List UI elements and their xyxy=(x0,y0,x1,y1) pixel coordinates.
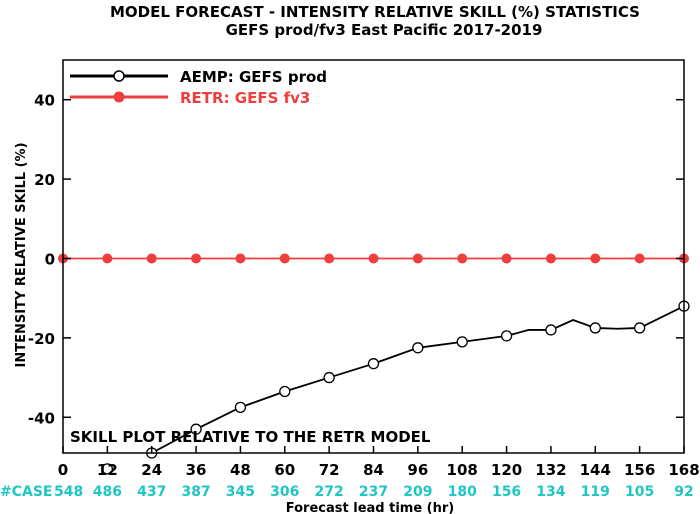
data-point-retr xyxy=(191,253,202,264)
case-count-value: 237 xyxy=(359,484,388,500)
case-count-value: 92 xyxy=(674,484,693,500)
y-tick-label: -40 xyxy=(28,409,55,427)
data-point-aemp xyxy=(279,385,291,398)
data-point-retr xyxy=(235,253,246,264)
x-tick-label: 144 xyxy=(580,461,611,479)
data-point-aemp xyxy=(456,336,468,348)
x-tick-label: 72 xyxy=(319,461,340,479)
data-point-retr xyxy=(501,253,512,264)
data-point-aemp xyxy=(190,423,202,435)
x-tick-label: 96 xyxy=(407,461,428,479)
skill-annotation: SKILL PLOT RELATIVE TO THE RETR MODEL xyxy=(70,428,431,446)
case-count-value: 156 xyxy=(492,484,521,500)
chart-title: MODEL FORECAST - INTENSITY RELATIVE SKIL… xyxy=(110,3,640,21)
x-tick-label: 168 xyxy=(668,461,699,479)
case-count-value: 272 xyxy=(315,484,344,500)
x-tick-label: 108 xyxy=(447,461,478,479)
x-tick-label: 48 xyxy=(230,461,251,479)
data-point-aemp xyxy=(234,401,247,413)
chart-subtitle: GEFS prod/fv3 East Pacific 2017-2019 xyxy=(226,21,543,39)
data-point-retr xyxy=(545,253,556,264)
y-tick-label: 20 xyxy=(34,171,55,189)
data-point-retr xyxy=(368,253,379,264)
x-tick-label: 84 xyxy=(363,461,384,479)
data-point-aemp xyxy=(412,342,424,354)
data-point-aemp xyxy=(545,324,557,336)
x-tick-label: 36 xyxy=(186,461,207,479)
legend-marker-retr xyxy=(113,91,125,103)
legend-label-retr: RETR: GEFS fv3 xyxy=(180,89,310,107)
legend-label-aemp: AEMP: GEFS prod xyxy=(180,68,327,86)
data-point-aemp xyxy=(633,322,646,334)
x-axis-label: Forecast lead time (hr) xyxy=(286,501,454,514)
case-count-value: 437 xyxy=(137,484,166,500)
data-point-retr xyxy=(590,253,601,264)
data-point-aemp xyxy=(500,330,513,342)
data-point-aemp xyxy=(367,358,380,370)
case-count-label: #CASE xyxy=(0,484,53,500)
plot-area xyxy=(58,253,690,475)
x-axis: 0 12 24 36 48 60 72 84 96 108 120 132 144 156 168 xyxy=(58,446,700,479)
y-axis-label: INTENSITY RELATIVE SKILL (%) xyxy=(14,142,29,367)
data-point-retr xyxy=(279,253,290,264)
data-point-retr xyxy=(412,253,423,264)
case-count-value: 548 xyxy=(54,484,83,500)
y-axis: -40 -20 0 20 40 xyxy=(28,92,684,427)
data-point-retr xyxy=(457,253,468,264)
case-count-value: 119 xyxy=(581,484,610,500)
case-count-value: 134 xyxy=(536,484,565,500)
x-tick-label: 12 xyxy=(97,461,118,479)
legend: AEMP: GEFS prod RETR: GEFS fv3 xyxy=(70,68,327,107)
y-tick-label: 0 xyxy=(45,250,55,268)
case-count-value: 486 xyxy=(93,484,122,500)
case-count-row: #CASE 548 486 437 387 345 306 272 237 209 180 156 1… xyxy=(0,484,694,500)
case-count-value: 105 xyxy=(625,484,654,500)
data-point-aemp xyxy=(101,463,114,475)
legend-marker-aemp xyxy=(113,70,125,82)
case-count-value: 387 xyxy=(181,484,210,500)
data-point-retr xyxy=(102,253,113,264)
x-tick-label: 60 xyxy=(274,461,295,479)
case-count-value: 180 xyxy=(448,484,477,500)
x-tick-label: 132 xyxy=(535,461,566,479)
case-count-value: 209 xyxy=(403,484,432,500)
x-tick-label: 24 xyxy=(141,461,162,479)
data-point-retr xyxy=(634,253,645,264)
y-tick-label: 40 xyxy=(34,92,55,110)
data-point-retr xyxy=(146,253,157,264)
case-count-value: 306 xyxy=(270,484,299,500)
y-tick-label: -20 xyxy=(28,330,55,348)
data-point-aemp xyxy=(589,322,601,334)
case-count-value: 345 xyxy=(226,484,255,500)
x-tick-label: 156 xyxy=(624,461,655,479)
x-tick-label: 120 xyxy=(491,461,522,479)
data-point-retr xyxy=(324,253,335,264)
x-tick-label: 0 xyxy=(58,461,68,479)
data-point-aemp xyxy=(323,371,335,384)
